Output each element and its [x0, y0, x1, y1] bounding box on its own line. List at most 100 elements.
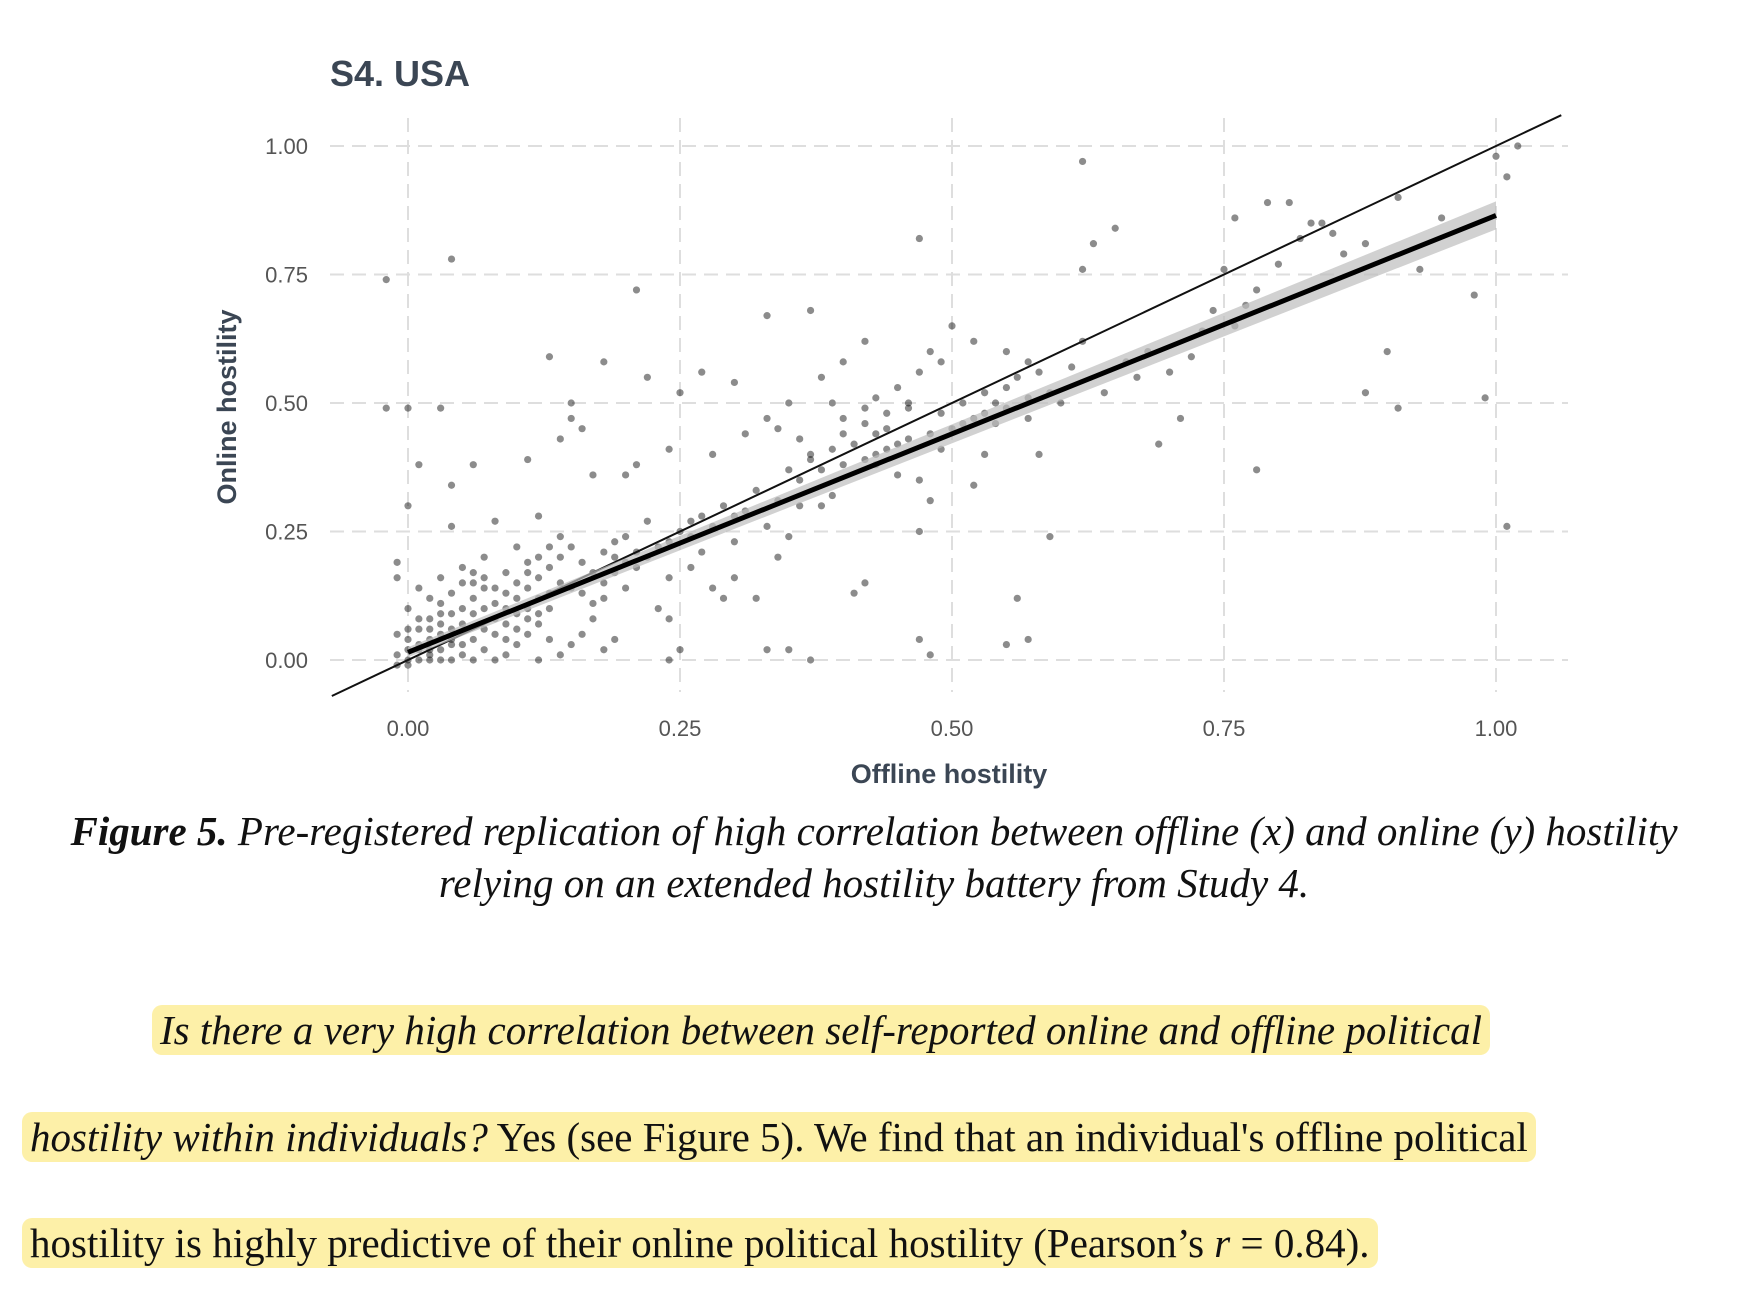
data-point: [458, 563, 466, 572]
data-point: [480, 605, 488, 613]
data-point: [937, 409, 945, 417]
data-point: [469, 610, 477, 618]
data-point: [676, 646, 684, 654]
data-point: [567, 414, 575, 423]
data-point: [611, 538, 619, 546]
data-point: [839, 430, 847, 438]
data-point: [458, 640, 466, 649]
data-point: [872, 394, 880, 402]
data-point: [1013, 373, 1021, 381]
data-point: [578, 425, 586, 433]
data-point: [1329, 229, 1337, 237]
data-point: [883, 409, 891, 417]
data-point: [1024, 358, 1032, 366]
answer-text-3: = 0.84).: [1230, 1220, 1370, 1266]
data-point: [806, 455, 815, 464]
data-point: [1503, 522, 1511, 530]
data-point: [1089, 240, 1098, 248]
data-point: [578, 630, 586, 638]
answer-text-1: Yes (see Figure 5). We find that an indi…: [487, 1114, 1528, 1160]
data-point: [926, 651, 934, 659]
data-point: [393, 558, 401, 566]
data-point: [1231, 214, 1239, 222]
data-point: [415, 461, 423, 469]
data-point: [480, 574, 488, 582]
data-point: [382, 276, 390, 284]
data-point: [763, 312, 771, 320]
data-point: [491, 656, 499, 664]
data-point: [752, 486, 760, 494]
data-point: [817, 502, 826, 510]
data-point: [915, 476, 923, 484]
tick-labels: 0.00 0.00 0.25 0.25 0.50 0.50 0.75 0.75 1.00 1.00: [265, 134, 1517, 741]
data-point: [524, 569, 532, 577]
data-point: [458, 579, 466, 587]
data-point: [632, 286, 641, 294]
figure-caption: Figure 5. Pre-registered replication of …: [40, 805, 1708, 909]
data-point: [774, 553, 782, 561]
y-tick-label: 0.50: [265, 391, 308, 416]
data-point: [600, 579, 608, 587]
data-point: [850, 440, 858, 448]
data-point: [785, 533, 793, 541]
data-point: [534, 512, 543, 520]
answer-text-2: hostility is highly predictive of their …: [30, 1220, 1215, 1266]
data-point: [915, 635, 923, 644]
data-point: [556, 435, 564, 443]
data-point: [883, 425, 891, 433]
fit-lines: [331, 114, 1562, 697]
data-point: [1035, 450, 1043, 458]
figure-label: Figure 5.: [70, 808, 228, 854]
paragraph-line-1: Is there a very high correlation between…: [152, 1005, 1748, 1055]
data-point: [622, 584, 630, 592]
data-point: [426, 594, 434, 602]
data-point: [1035, 368, 1043, 376]
data-point: [458, 605, 466, 613]
data-point: [404, 635, 412, 644]
data-point: [404, 605, 412, 613]
data-point: [382, 404, 390, 412]
data-point: [480, 553, 488, 561]
data-point: [719, 594, 728, 602]
data-point: [1470, 291, 1478, 299]
data-point: [1503, 173, 1511, 181]
data-point: [480, 584, 488, 592]
data-point: [730, 574, 739, 582]
data-point: [970, 481, 978, 489]
data-point: [1361, 389, 1370, 397]
data-point: [534, 574, 543, 582]
data-point: [828, 399, 836, 407]
data-point: [524, 558, 532, 566]
data-point: [763, 414, 771, 423]
caption-text: Pre-registered replication of high corre…: [227, 808, 1678, 906]
data-point: [600, 594, 608, 602]
data-point: [796, 435, 804, 443]
data-point: [1481, 394, 1489, 402]
data-point: [915, 368, 923, 376]
data-point: [1002, 348, 1011, 356]
data-point: [567, 399, 575, 407]
data-point: [1361, 240, 1370, 248]
data-point: [719, 502, 728, 510]
data-point: [1416, 265, 1424, 273]
data-point: [785, 399, 793, 407]
data-point: [556, 533, 564, 541]
data-point: [437, 599, 445, 608]
data-point: [447, 481, 456, 489]
data-point: [404, 625, 412, 633]
data-point: [839, 358, 847, 366]
data-point: [1166, 368, 1174, 376]
data-point: [545, 563, 554, 572]
scatter-chart: 0.00 0.00 0.25 0.25 0.50 0.50 0.75 0.75 1.00 1.00…: [212, 53, 1568, 789]
data-point: [545, 635, 554, 644]
pearson-r-symbol: r: [1214, 1220, 1231, 1266]
data-point: [415, 625, 423, 633]
data-point: [502, 569, 510, 577]
data-point: [937, 358, 945, 366]
data-point: [1253, 466, 1261, 474]
data-point: [709, 450, 717, 458]
data-point: [556, 553, 564, 561]
data-point: [861, 404, 869, 412]
data-point: [524, 584, 532, 592]
data-point: [970, 337, 978, 345]
